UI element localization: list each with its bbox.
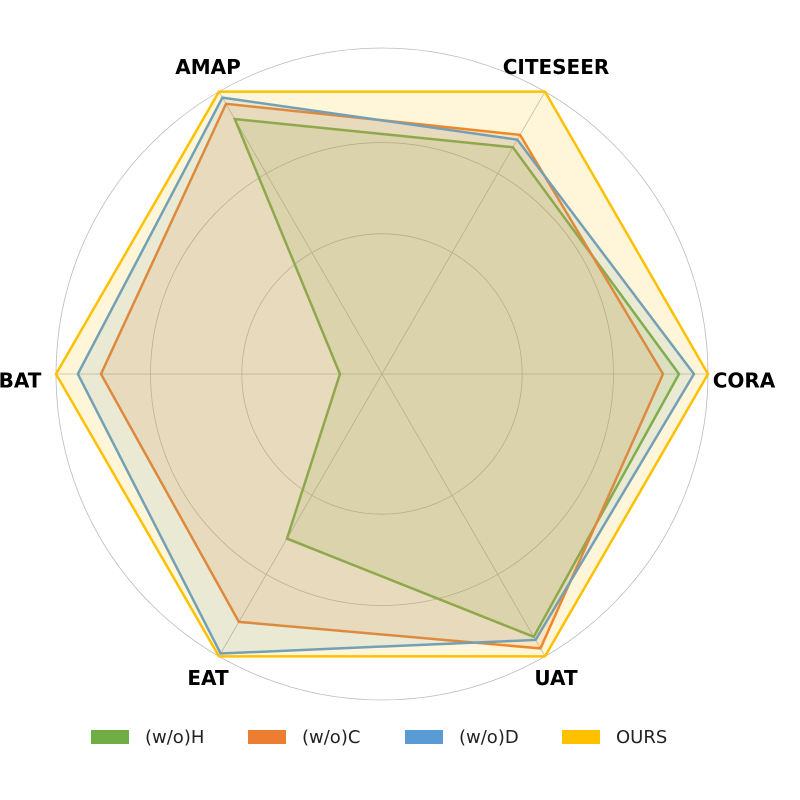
legend-swatch xyxy=(248,730,286,744)
legend-label: OURS xyxy=(616,727,667,748)
legend-label: (w/o)C xyxy=(302,727,360,748)
spoke xyxy=(218,373,383,657)
axis-label: EAT xyxy=(187,666,229,690)
series-area xyxy=(99,102,665,650)
axis-label: CORA xyxy=(713,369,776,393)
legend-label: (w/o)D xyxy=(459,727,519,748)
legend-swatch xyxy=(562,730,600,744)
series-area xyxy=(232,117,681,639)
legend-label: (w/o)H xyxy=(145,727,204,748)
spoke xyxy=(381,373,546,657)
axis-label: UAT xyxy=(534,666,578,690)
axis-label: AMAP xyxy=(175,55,241,79)
spoke xyxy=(218,91,383,375)
series-area xyxy=(54,90,710,658)
legend-swatch xyxy=(91,730,129,744)
legend-swatch xyxy=(405,730,443,744)
series-area xyxy=(76,96,696,655)
axis-label: CITESEER xyxy=(503,55,610,79)
axis-label: BAT xyxy=(0,369,42,393)
